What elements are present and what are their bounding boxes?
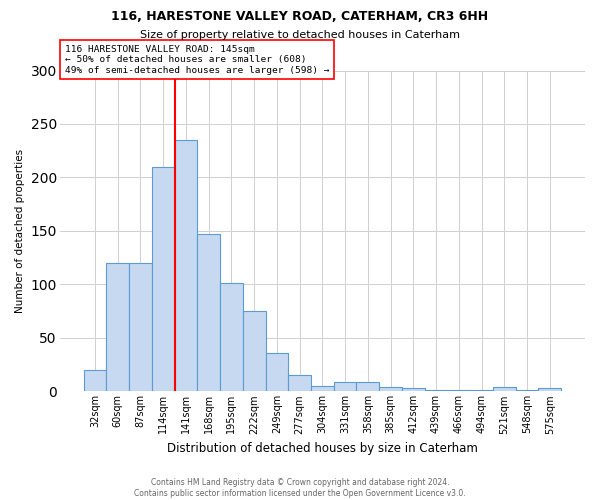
Bar — [311, 386, 334, 392]
Bar — [175, 140, 197, 392]
Y-axis label: Number of detached properties: Number of detached properties — [15, 149, 25, 313]
Bar — [129, 263, 152, 392]
Bar — [152, 167, 175, 392]
X-axis label: Distribution of detached houses by size in Caterham: Distribution of detached houses by size … — [167, 442, 478, 455]
Text: 116 HARESTONE VALLEY ROAD: 145sqm
← 50% of detached houses are smaller (608)
49%: 116 HARESTONE VALLEY ROAD: 145sqm ← 50% … — [65, 45, 329, 74]
Bar — [106, 263, 129, 392]
Bar — [493, 387, 515, 392]
Bar — [266, 353, 288, 392]
Bar — [288, 376, 311, 392]
Bar — [356, 382, 379, 392]
Bar — [243, 311, 266, 392]
Bar — [334, 382, 356, 392]
Bar — [379, 387, 402, 392]
Text: Size of property relative to detached houses in Caterham: Size of property relative to detached ho… — [140, 30, 460, 40]
Bar — [515, 390, 538, 392]
Text: 116, HARESTONE VALLEY ROAD, CATERHAM, CR3 6HH: 116, HARESTONE VALLEY ROAD, CATERHAM, CR… — [112, 10, 488, 23]
Bar — [538, 388, 561, 392]
Bar — [220, 284, 243, 392]
Bar — [470, 390, 493, 392]
Bar — [402, 388, 425, 392]
Bar — [448, 390, 470, 392]
Bar — [197, 234, 220, 392]
Bar — [425, 390, 448, 392]
Text: Contains HM Land Registry data © Crown copyright and database right 2024.
Contai: Contains HM Land Registry data © Crown c… — [134, 478, 466, 498]
Bar — [83, 370, 106, 392]
